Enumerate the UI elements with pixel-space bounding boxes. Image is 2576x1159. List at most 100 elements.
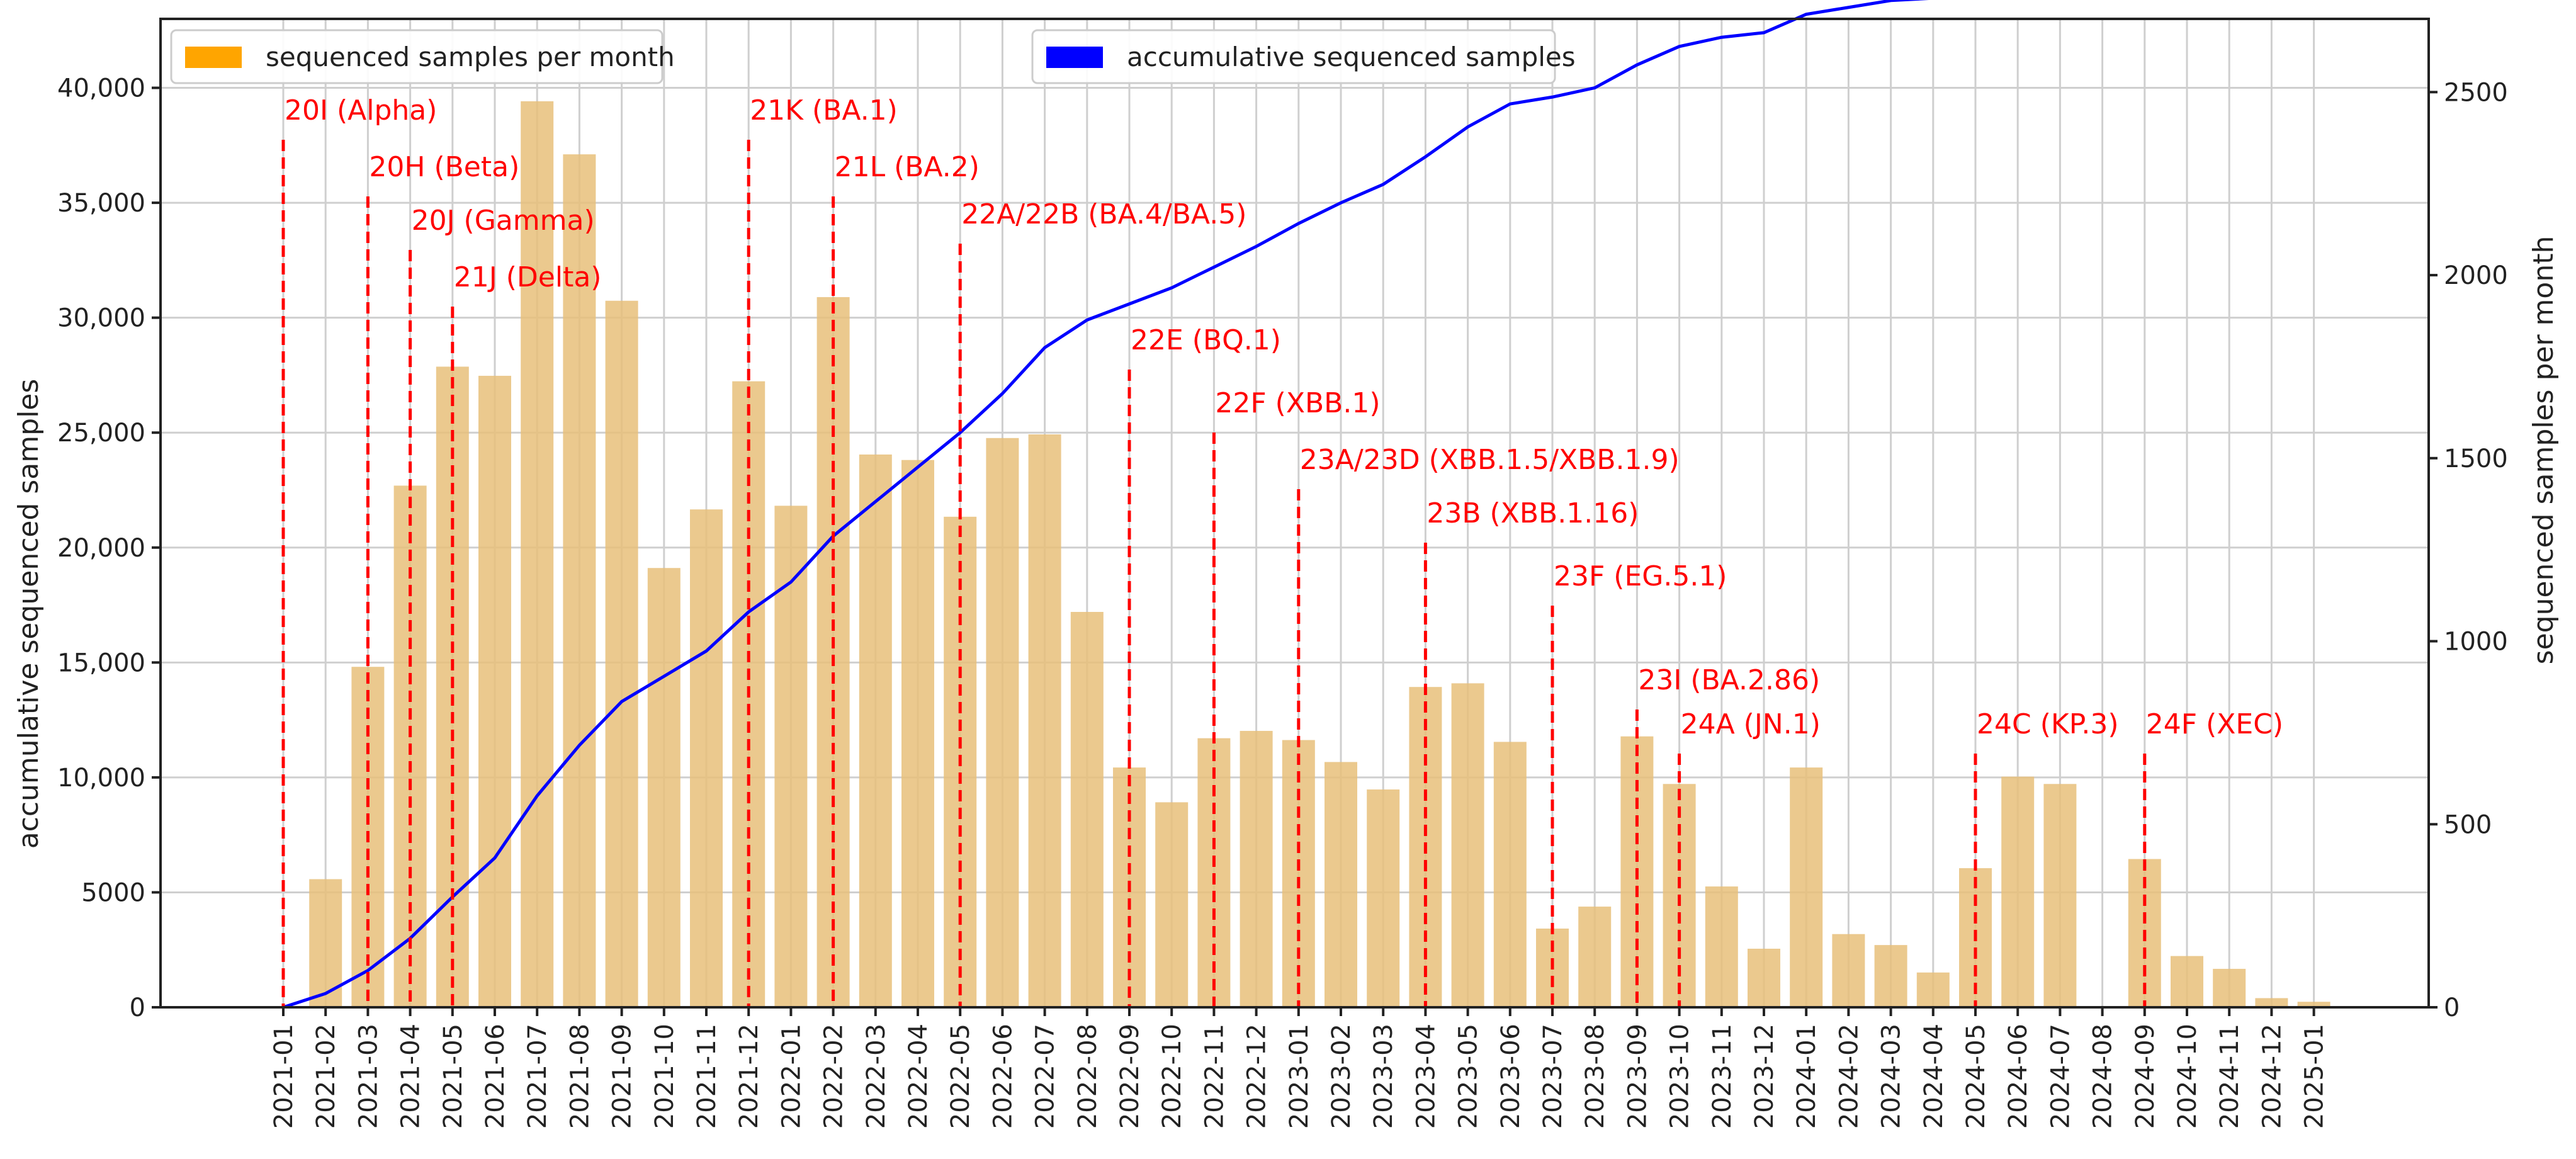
variant-label: 23I (BA.2.86) — [1638, 664, 1820, 696]
x-tick-label: 2022-03 — [862, 1024, 891, 1129]
x-tick-label: 2022-12 — [1243, 1024, 1272, 1129]
x-tick-label: 2022-01 — [777, 1024, 806, 1129]
x-tick-label: 2024-09 — [2131, 1024, 2160, 1129]
x-tick-label: 2023-11 — [1708, 1024, 1737, 1129]
x-tick-label: 2021-05 — [439, 1024, 468, 1129]
x-tick-label: 2023-02 — [1327, 1024, 1356, 1129]
bar-2022-06 — [986, 438, 1019, 1007]
x-tick-label: 2022-10 — [1158, 1024, 1187, 1129]
variant-label: 23B (XBB.1.16) — [1426, 497, 1639, 529]
left-tick-label: 30,000 — [57, 304, 145, 333]
bar-2023-11 — [1705, 886, 1738, 1007]
x-tick-label: 2023-01 — [1285, 1024, 1314, 1129]
x-tick-label: 2024-05 — [1962, 1024, 1991, 1129]
cumulative-line — [283, 0, 1929, 1009]
bar-2023-01 — [1282, 740, 1315, 1007]
x-tick-label: 2021-10 — [650, 1024, 679, 1129]
x-tick-label: 2022-04 — [904, 1024, 933, 1129]
x-tick-label: 2023-03 — [1369, 1024, 1398, 1129]
left-tick-label: 25,000 — [57, 419, 145, 448]
x-tick-label: 2024-07 — [2046, 1024, 2075, 1129]
bar-2024-04 — [1916, 972, 1950, 1007]
bar-2022-02 — [816, 297, 850, 1008]
variant-markers: 20I (Alpha) 20H (Beta) 20J (Gamma) 21J (Del… — [281, 94, 2283, 1007]
legend-monthly: sequenced samples per month — [170, 29, 675, 84]
x-tick-label: 2024-11 — [2215, 1024, 2244, 1129]
x-tick-label: 2023-04 — [1411, 1024, 1440, 1129]
x-tick-label: 2024-01 — [1792, 1024, 1821, 1129]
x-tick-label: 2022-06 — [988, 1024, 1017, 1129]
variant-label: 21L (BA.2) — [835, 151, 980, 183]
bar-2023-03 — [1367, 789, 1400, 1007]
x-tick-label: 2024-04 — [1919, 1024, 1948, 1129]
x-tick-label: 2021-08 — [565, 1024, 594, 1129]
bar-2021-06 — [478, 375, 511, 1007]
x-tick-label: 2021-02 — [312, 1024, 341, 1129]
right-tick-label: 2000 — [2444, 261, 2508, 290]
x-tick-label: 2021-12 — [735, 1024, 764, 1129]
x-tick-label: 2021-03 — [354, 1024, 383, 1129]
x-tick-label: 2022-02 — [820, 1024, 849, 1129]
right-tick-label: 1000 — [2444, 628, 2508, 657]
x-tick-label: 2024-02 — [1834, 1024, 1863, 1129]
bar-2022-07 — [1028, 434, 1061, 1007]
bar-2023-02 — [1325, 762, 1357, 1007]
x-tick-label: 2023-08 — [1581, 1024, 1610, 1129]
variant-label: 23F (EG.5.1) — [1554, 560, 1727, 592]
variant-label: 20J (Gamma) — [412, 205, 595, 237]
bar-2021-08 — [563, 154, 596, 1007]
x-tick-label: 2022-09 — [1116, 1024, 1144, 1129]
bar-2024-10 — [2171, 956, 2203, 1007]
legend-label: accumulative sequenced samples — [1127, 42, 1576, 72]
right-axis-title: sequenced samples per month — [2528, 236, 2560, 665]
x-tick-label: 2023-05 — [1454, 1024, 1483, 1129]
right-tick-label: 500 — [2444, 810, 2492, 839]
bar-2023-06 — [1493, 742, 1527, 1007]
x-tick-label: 2021-06 — [481, 1024, 510, 1129]
x-tick-label: 2021-11 — [692, 1024, 721, 1129]
variant-label: 22A/22B (BA.4/BA.5) — [961, 198, 1246, 230]
bar-2022-12 — [1240, 730, 1273, 1007]
x-tick-label: 2023-10 — [1666, 1024, 1695, 1129]
bar-2023-08 — [1578, 907, 1612, 1007]
bar-2024-02 — [1832, 934, 1865, 1007]
left-axis-title: accumulative sequenced samples — [13, 379, 45, 849]
bar-2022-03 — [859, 454, 892, 1007]
bar-2023-05 — [1451, 683, 1484, 1007]
variant-label: 23A/23D (XBB.1.5/XBB.1.9) — [1300, 444, 1680, 476]
variant-label: 24C (KP.3) — [1977, 708, 2119, 740]
variant-label: 24A (JN.1) — [1681, 708, 1821, 740]
x-tick-label: 2024-08 — [2089, 1024, 2118, 1129]
left-tick-label: 35,000 — [57, 189, 145, 218]
bar-2021-09 — [605, 300, 638, 1008]
left-tick-label: 40,000 — [57, 74, 145, 103]
legend-box — [1031, 29, 1556, 84]
left-tick-label: 20,000 — [57, 534, 145, 563]
legend-label: sequenced samples per month — [266, 42, 675, 72]
x-tick-label: 2022-05 — [946, 1024, 975, 1129]
variant-label: 24F (XEC) — [2146, 708, 2283, 740]
variant-label: 20I (Alpha) — [285, 94, 437, 127]
x-tick-label: 2023-06 — [1496, 1024, 1525, 1129]
left-tick-label: 0 — [130, 993, 145, 1022]
right-axis-ticks: 0 500 1000 1500 2000 2500 — [2429, 78, 2508, 1022]
bar-2021-10 — [647, 568, 681, 1007]
x-tick-label: 2023-12 — [1750, 1024, 1779, 1129]
bar-2025-01 — [2297, 1002, 2330, 1007]
x-tick-label: 2024-03 — [1877, 1024, 1906, 1129]
x-axis-ticks: 2021-01 2021-02 2021-03 2021-04 2021-05 2021-… — [269, 1007, 2329, 1129]
legend-swatch — [185, 47, 242, 68]
right-tick-label: 1500 — [2444, 444, 2508, 473]
bar-2024-11 — [2213, 968, 2246, 1007]
legend-swatch — [1046, 47, 1103, 68]
left-tick-label: 15,000 — [57, 648, 145, 677]
x-tick-label: 2022-07 — [1031, 1024, 1060, 1129]
variant-label: 22E (BQ.1) — [1131, 324, 1281, 356]
left-axis-ticks: 0 5000 10,000 15,000 20,000 25,000 30,000 35,00… — [57, 74, 161, 1022]
x-tick-label: 2021-04 — [397, 1024, 426, 1129]
x-tick-label: 2022-11 — [1200, 1024, 1229, 1129]
right-tick-label: 0 — [2444, 993, 2460, 1022]
variant-label: 22F (XBB.1) — [1215, 387, 1380, 419]
x-tick-label: 2024-10 — [2173, 1024, 2202, 1129]
